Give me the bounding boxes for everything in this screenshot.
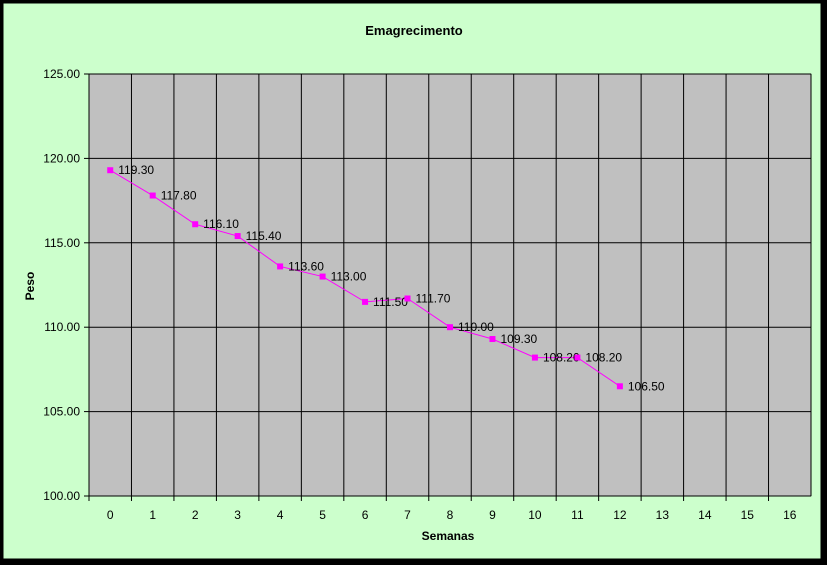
- data-label: 109.30: [500, 332, 537, 346]
- x-tick-label: 16: [783, 508, 797, 522]
- data-point-marker: [277, 263, 284, 270]
- x-tick-label: 0: [107, 508, 114, 522]
- data-point-marker: [319, 273, 326, 280]
- data-label: 119.30: [118, 163, 154, 177]
- x-tick-label: 4: [277, 508, 284, 522]
- y-tick-label: 125.00: [43, 67, 80, 81]
- data-point-marker: [362, 298, 369, 305]
- x-tick-label: 5: [319, 508, 326, 522]
- data-point-marker: [234, 233, 241, 240]
- x-tick-label: 6: [362, 508, 369, 522]
- x-axis-label: Semanas: [422, 529, 475, 543]
- data-point-marker: [404, 295, 411, 302]
- x-tick-label: 10: [528, 508, 542, 522]
- y-tick-label: 105.00: [43, 405, 80, 419]
- x-tick-label: 14: [698, 508, 712, 522]
- data-label: 113.60: [288, 259, 324, 273]
- data-label: 113.00: [331, 270, 367, 284]
- x-tick-label: 8: [447, 508, 454, 522]
- data-point-marker: [531, 354, 538, 361]
- data-label: 115.40: [246, 229, 282, 243]
- x-tick-label: 3: [234, 508, 241, 522]
- data-point-marker: [107, 167, 114, 174]
- data-label: 117.80: [161, 189, 197, 203]
- x-tick-label: 15: [741, 508, 755, 522]
- y-axis-label: Peso: [23, 272, 37, 301]
- x-tick-label: 13: [656, 508, 670, 522]
- y-tick-label: 100.00: [43, 489, 80, 503]
- chart-title: Emagrecimento: [365, 23, 463, 38]
- x-tick-label: 7: [404, 508, 411, 522]
- data-label: 111.50: [373, 295, 408, 309]
- x-tick-label: 1: [149, 508, 156, 522]
- data-label: 110.00: [458, 320, 494, 334]
- data-point-marker: [192, 221, 199, 228]
- x-tick-label: 2: [192, 508, 199, 522]
- data-label: 116.10: [203, 217, 239, 231]
- data-label: 108.20: [543, 351, 580, 365]
- x-tick-label: 9: [489, 508, 496, 522]
- data-label: 106.50: [628, 379, 665, 393]
- data-point-marker: [447, 324, 453, 331]
- plot-area: [88, 73, 812, 497]
- data-point-marker: [489, 336, 496, 343]
- x-tick-label: 11: [571, 508, 584, 522]
- y-tick-label: 120.00: [43, 151, 80, 165]
- y-tick-label: 115.00: [44, 236, 80, 250]
- data-point-marker: [574, 354, 581, 361]
- x-tick-label: 12: [613, 508, 627, 522]
- data-label: 108.20: [585, 351, 622, 365]
- data-label: 111.70: [416, 292, 451, 306]
- y-tick-label: 110.00: [44, 320, 80, 334]
- data-point-marker: [616, 383, 623, 390]
- data-point-marker: [149, 192, 156, 199]
